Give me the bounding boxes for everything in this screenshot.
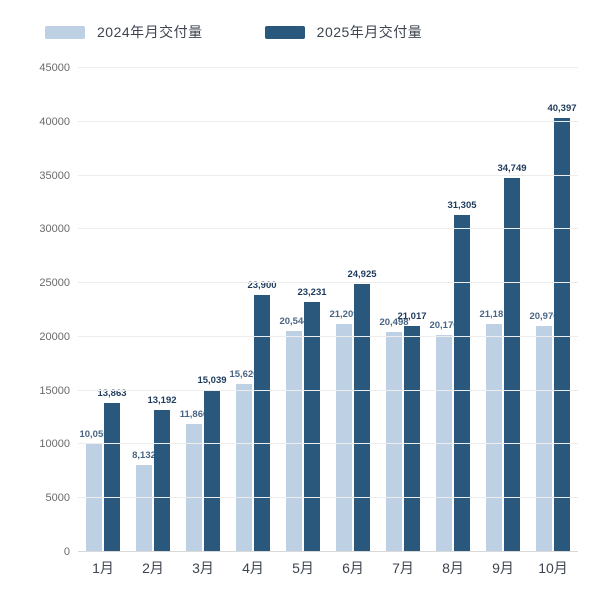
bar-value-label: 20,544 [279,316,309,328]
bar-value-label: 11,866 [179,409,209,421]
y-tick-label: 35000 [39,169,70,182]
bar-group-5月: 20,544 23,231 [279,68,327,552]
gridline [78,174,578,176]
gridline [78,228,578,230]
legend-label-2024: 2024年月交付量 [97,24,203,40]
bar-value-label: 31,305 [447,200,477,212]
bar-2024-10月: 20,976 [529,311,559,552]
bar-value-label: 20,498 [379,316,409,328]
bar-2024-2月: 8,132 [132,450,156,552]
bar-value-label: 21,209 [329,308,359,320]
gridline [78,282,578,284]
bar-value-label: 40,397 [547,102,577,114]
bar-value-label: 23,900 [247,279,277,291]
bar-value-label: 8,132 [132,449,156,461]
bar-value-label: 23,231 [297,287,327,299]
bar-value-label: 34,749 [497,163,527,175]
legend: 2024年月交付量 2025年月交付量 [45,22,422,42]
bar-group-8月: 20,176 31,305 [429,68,477,552]
x-axis-label-2月: 2月 [142,560,164,576]
bar-value-label: 24,925 [347,268,377,280]
bar-2025-4月: 23,900 [247,280,277,552]
bar-group-9月: 21,181 34,749 [479,68,527,552]
bar-group-2月: 8,132 13,192 [132,68,177,552]
legend-label-2025: 2025年月交付量 [316,24,423,40]
bars-row: 10,055 13,863 8,132 13,192 11,866 15,039 15,62… [78,68,578,552]
x-axis-baseline [78,551,578,552]
bar-value-label: 20,976 [529,311,559,323]
bar-2025-2月: 13,192 [147,395,177,552]
bar-group-7月: 20,498 21,017 [379,68,427,552]
y-tick-label: 15000 [39,384,70,397]
bar-value-label: 15,039 [197,375,227,387]
bar-value-label: 21,017 [397,310,427,322]
bar-value-label: 13,863 [97,387,127,399]
legend-swatch-2025 [264,25,305,39]
bar-chart: 0 5000 10000 15000 20000 25000 30000 35000 40000… [0,62,600,588]
bar-2025-1月: 13,863 [97,388,127,552]
legend-swatch-2024 [45,25,85,39]
x-axis: 1月 2月 3月 4月 5月 6月 7月 8月 9月 10月 [78,558,578,578]
gridline [78,389,578,391]
bar-group-10月: 20,976 40,397 [529,68,577,552]
y-tick-label: 40000 [39,115,70,128]
bar-value-label: 13,192 [147,395,177,407]
y-axis: 0 5000 10000 15000 20000 25000 30000 35000 40000… [0,62,70,558]
gridline [78,443,578,445]
bar-2024-3月: 11,866 [180,409,208,552]
y-tick-label: 10000 [39,438,70,451]
bar-group-4月: 15,620 23,900 [229,68,277,552]
bar-value-label: 20,176 [429,320,459,331]
legend-item-2024: 2024年月交付量 [45,22,203,42]
x-axis-label-9月: 9月 [492,560,514,576]
x-axis-label-8月: 8月 [442,560,464,576]
x-axis-label-6月: 6月 [342,560,364,576]
gridline [78,335,578,337]
y-tick-label: 45000 [39,62,70,74]
x-axis-label-3月: 3月 [192,560,214,576]
bar-2024-9月: 21,181 [479,309,509,552]
y-tick-label: 5000 [45,492,70,505]
bar-2025-7月: 21,017 [397,311,427,552]
bar-2025-5月: 23,231 [297,287,327,552]
bar-group-6月: 21,209 24,925 [329,68,377,552]
gridline [78,120,578,122]
legend-item-2025: 2025年月交付量 [264,22,423,42]
bar-2025-8月: 31,305 [447,200,477,552]
bar-2024-4月: 15,620 [229,369,259,552]
x-axis-label-5月: 5月 [292,560,314,576]
bar-group-3月: 11,866 15,039 [180,68,227,552]
y-tick-label: 20000 [39,330,70,343]
y-tick-label: 30000 [39,223,70,236]
bar-2025-3月: 15,039 [197,375,227,552]
bar-value-label: 21,181 [479,309,509,321]
bar-group-1月: 10,055 13,863 [79,68,127,552]
x-axis-label-1月: 1月 [92,560,114,576]
bar-2025-6月: 24,925 [347,269,377,552]
bar-2024-6月: 21,209 [329,309,359,552]
bar-value-label: 15,620 [229,369,259,380]
bar-2024-5月: 20,544 [279,316,309,552]
gridline [78,67,578,68]
plot-area: 10,055 13,863 8,132 13,192 11,866 15,039 15,62… [78,67,578,552]
bar-2024-7月: 20,498 [379,317,409,552]
y-tick-label: 0 [63,546,70,558]
bar-2025-9月: 34,749 [497,163,527,552]
bar-2025-10月: 40,397 [547,103,577,552]
bar-value-label: 10,055 [79,428,109,440]
y-tick-label: 25000 [39,277,70,290]
x-axis-label-4月: 4月 [242,560,264,576]
gridline [78,497,578,499]
x-axis-label-10月: 10月 [538,560,568,576]
x-axis-label-7月: 7月 [392,560,414,576]
